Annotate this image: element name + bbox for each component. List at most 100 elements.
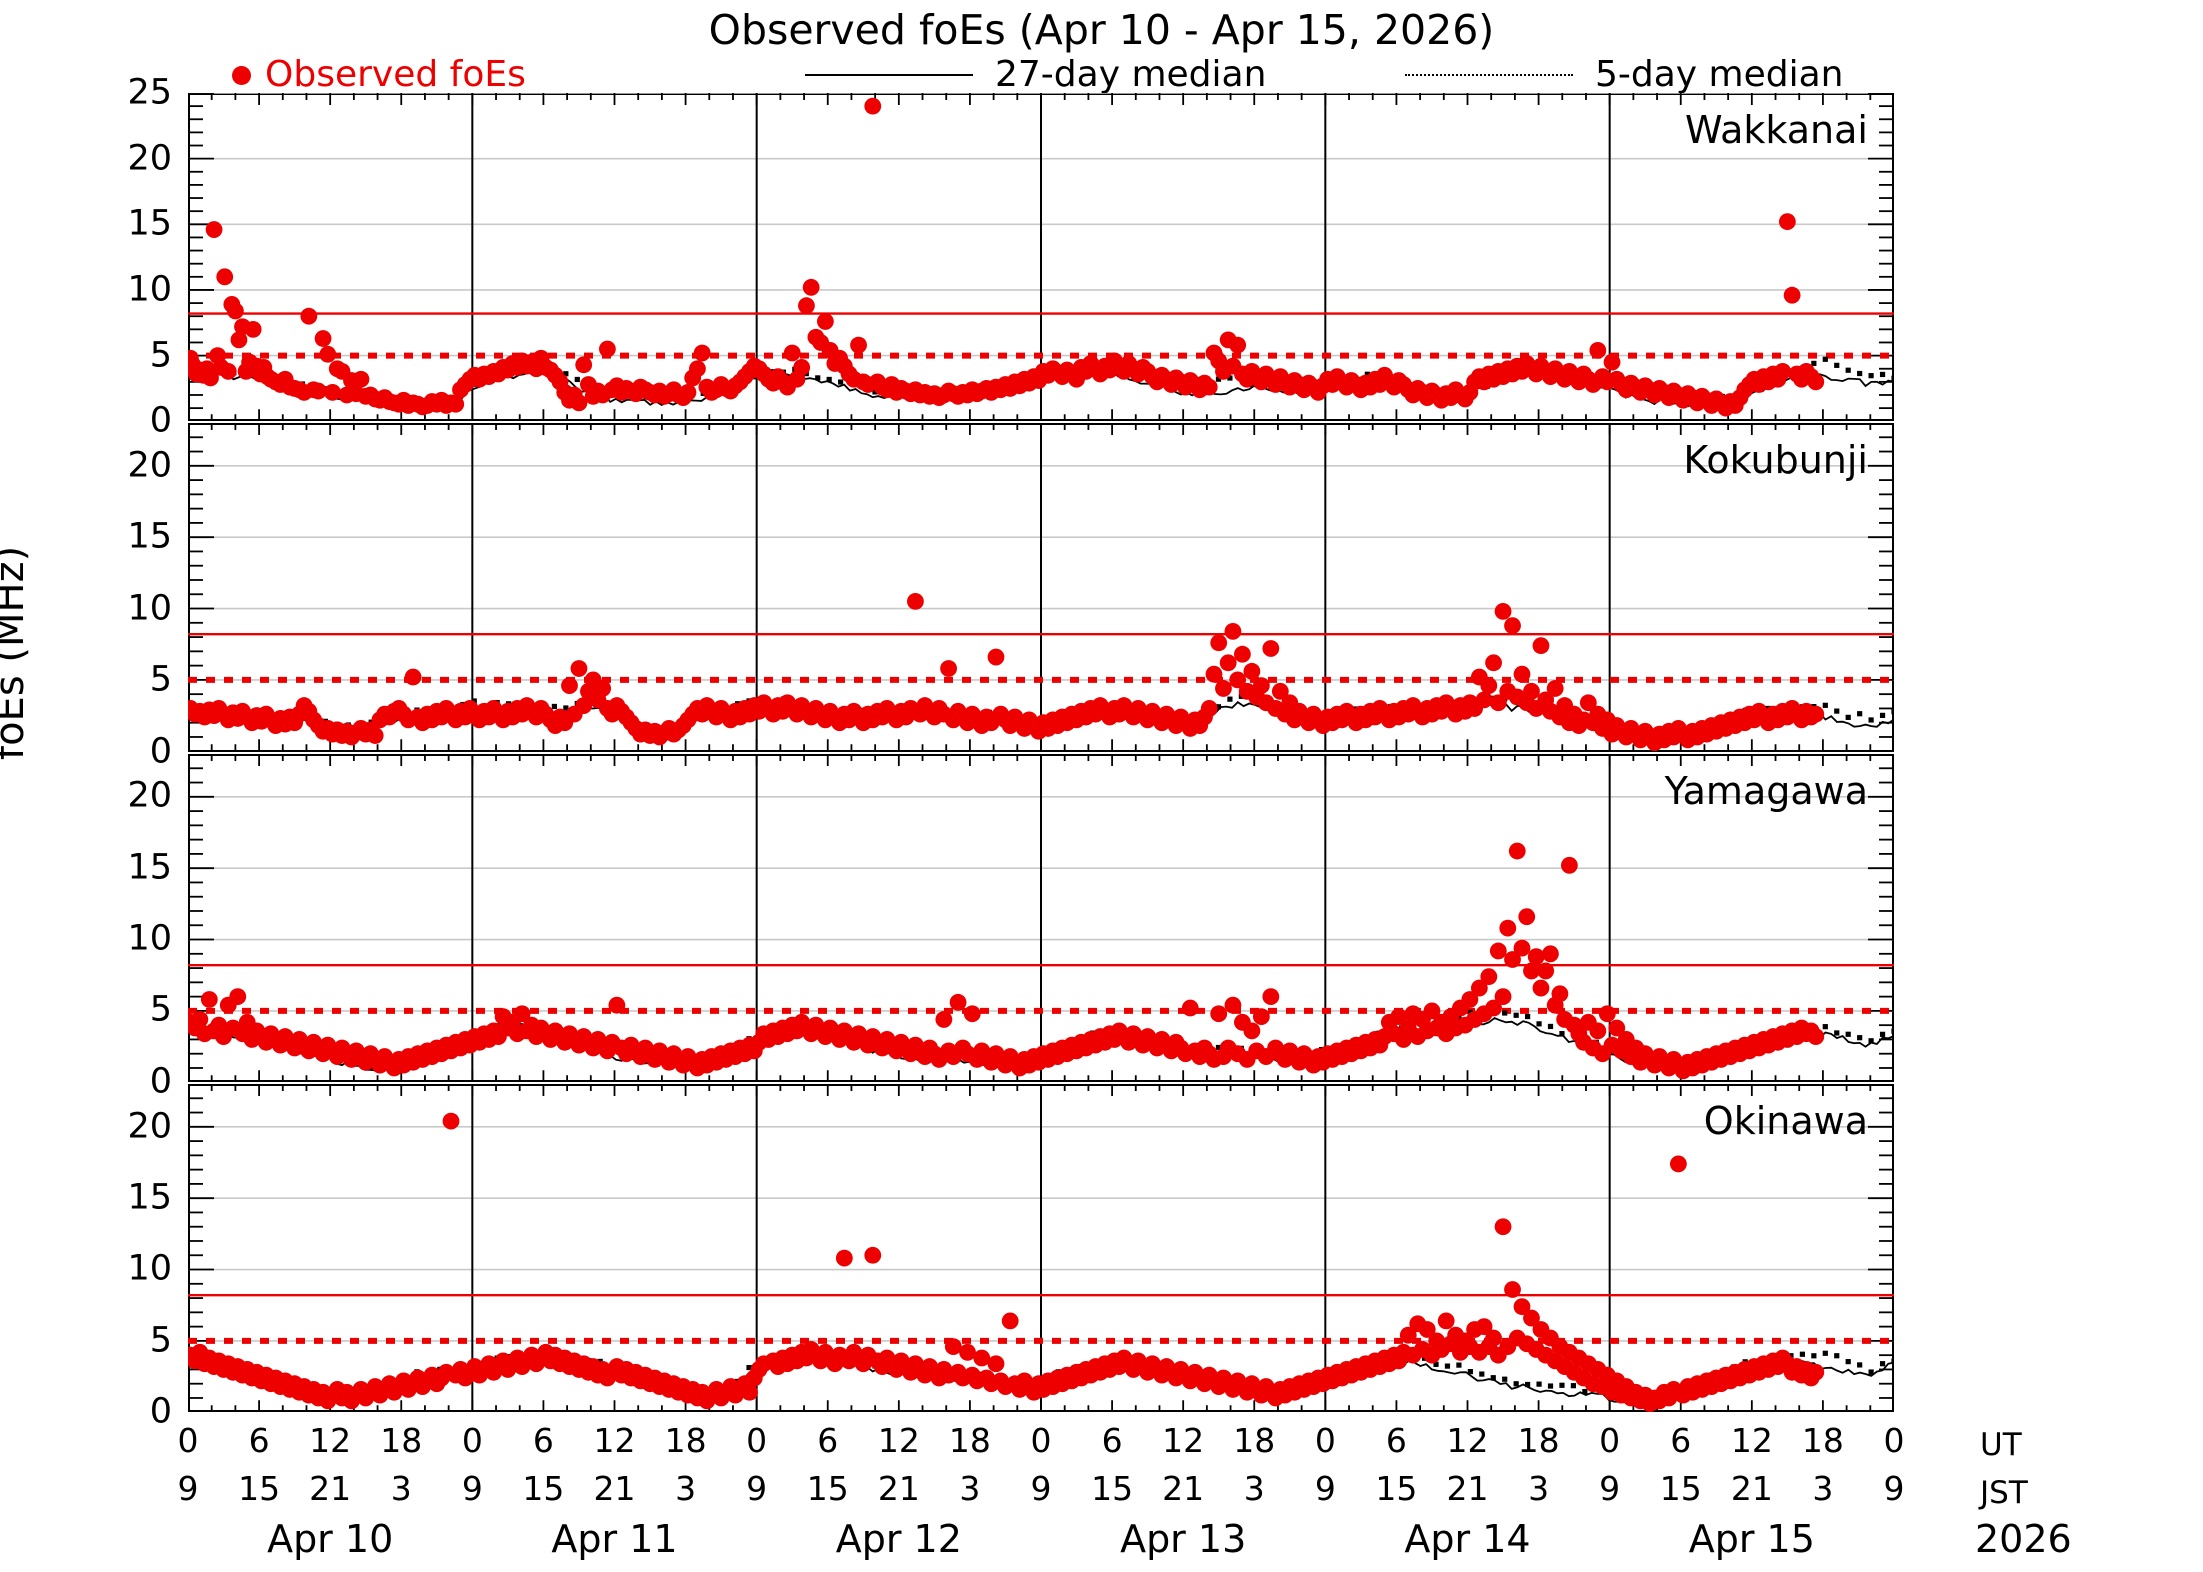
jst-tick-label: 21 bbox=[1446, 1469, 1489, 1508]
ut-tick-label: 12 bbox=[309, 1421, 352, 1460]
jst-tick-label: 21 bbox=[309, 1469, 352, 1508]
jst-tick-label: 3 bbox=[1528, 1469, 1550, 1508]
median5-dot bbox=[1227, 375, 1233, 381]
jst-tick-label: 3 bbox=[959, 1469, 981, 1508]
observed-point bbox=[244, 320, 262, 338]
observed-point bbox=[798, 297, 815, 315]
observed-point bbox=[561, 677, 578, 695]
observed-point bbox=[404, 668, 422, 686]
y-tick-label: 0 bbox=[149, 400, 172, 441]
median5-dot bbox=[838, 379, 844, 385]
observed-point bbox=[850, 336, 867, 354]
jst-tick-label: 9 bbox=[1599, 1469, 1621, 1508]
observed-point bbox=[200, 990, 218, 1008]
y-tick-label: 0 bbox=[149, 1061, 172, 1102]
observed-point bbox=[1399, 1326, 1417, 1344]
legend-item-median5: 5-day median bbox=[1405, 52, 1844, 98]
median5-dot bbox=[1891, 709, 1894, 715]
y-tick-labels-yamagawa: 0 5 10 15 20 bbox=[0, 754, 172, 1098]
median5-dot bbox=[1215, 704, 1222, 710]
observed-point bbox=[1504, 617, 1521, 635]
jst-tick-label: 3 bbox=[390, 1469, 412, 1508]
observed-point bbox=[949, 993, 967, 1011]
y-tick-label: 15 bbox=[127, 847, 172, 888]
ut-tick-label: 12 bbox=[1446, 1421, 1489, 1460]
y-tick-label: 5 bbox=[149, 1320, 172, 1361]
median5-dot bbox=[1857, 1362, 1863, 1368]
median5-dot bbox=[1868, 373, 1874, 379]
observed-point bbox=[1513, 666, 1531, 683]
plot-area-okinawa bbox=[188, 1084, 1894, 1412]
date-label: Apr 12 bbox=[835, 1517, 962, 1561]
median5-dot bbox=[1845, 1031, 1851, 1037]
observed-point bbox=[1527, 947, 1545, 965]
observed-point bbox=[816, 313, 834, 330]
observed-point bbox=[959, 1343, 976, 1361]
date-label: Apr 10 bbox=[267, 1517, 394, 1561]
ut-tick-label: 6 bbox=[1385, 1421, 1407, 1460]
panel-wakkanai: Wakkanai bbox=[188, 93, 1894, 422]
jst-tick-label: 9 bbox=[177, 1469, 199, 1508]
observed-point bbox=[1489, 942, 1507, 959]
median5-dot bbox=[1879, 1031, 1886, 1037]
jst-tag: JST bbox=[1980, 1475, 2028, 1511]
median5-dot bbox=[1891, 1358, 1894, 1364]
median5-dot bbox=[1547, 1383, 1554, 1389]
observed-point bbox=[1504, 1280, 1521, 1298]
observed-point bbox=[1200, 700, 1218, 718]
observed-point bbox=[1001, 1312, 1019, 1330]
observed-point bbox=[741, 1383, 758, 1401]
median5-dot bbox=[1582, 1388, 1588, 1394]
median5-dot bbox=[1364, 371, 1370, 377]
observed-point bbox=[309, 382, 327, 400]
observed-point bbox=[1542, 944, 1559, 962]
observed-point bbox=[1480, 677, 1498, 695]
observed-point bbox=[1523, 1309, 1540, 1327]
chart-legend: Observed foEs 27-day median 5-day median bbox=[0, 52, 2203, 98]
observed-point bbox=[447, 395, 465, 413]
observed-point bbox=[1390, 1007, 1408, 1025]
observed-point bbox=[1215, 680, 1232, 698]
plot-area-kokubunji bbox=[188, 423, 1894, 751]
median5-dot bbox=[1547, 1023, 1554, 1029]
observed-point bbox=[793, 359, 811, 376]
median5-dot bbox=[1879, 371, 1886, 378]
median5-dot bbox=[1811, 360, 1817, 366]
observed-point bbox=[1234, 646, 1251, 663]
observed-point bbox=[608, 996, 626, 1014]
observed-point bbox=[935, 1010, 953, 1028]
observed-point bbox=[1778, 213, 1796, 231]
station-label-wakkanai: Wakkanai bbox=[1685, 108, 1868, 153]
observed-point bbox=[1243, 1021, 1261, 1039]
ut-tick-label: 12 bbox=[593, 1421, 636, 1460]
ut-tick-label: 18 bbox=[1233, 1421, 1276, 1460]
observed-point bbox=[802, 278, 820, 296]
ut-tick-label: 0 bbox=[461, 1421, 483, 1460]
median5-dot bbox=[1536, 1020, 1542, 1026]
date-label: Apr 11 bbox=[551, 1517, 678, 1561]
median5-dot bbox=[1868, 717, 1874, 723]
observed-point bbox=[1485, 1329, 1502, 1347]
observed-point bbox=[835, 1249, 853, 1267]
ut-tick-label: 18 bbox=[664, 1421, 707, 1460]
median5-dot bbox=[471, 698, 477, 704]
y-tick-label: 10 bbox=[127, 1248, 172, 1289]
observed-point bbox=[1494, 987, 1512, 1005]
observed-point bbox=[300, 307, 318, 325]
ut-tick-label: 18 bbox=[1517, 1421, 1560, 1460]
y-tick-label: 15 bbox=[127, 203, 172, 244]
ut-tick-label: 0 bbox=[177, 1421, 199, 1460]
y-tick-label: 10 bbox=[127, 269, 172, 310]
median5-dot bbox=[1868, 1369, 1874, 1375]
observed-point bbox=[1807, 373, 1825, 391]
observed-point bbox=[1437, 1312, 1455, 1330]
observed-point bbox=[944, 1337, 962, 1355]
observed-point bbox=[1262, 640, 1280, 658]
observed-point bbox=[1532, 979, 1550, 996]
median5-dot bbox=[1444, 1363, 1451, 1369]
y-tick-label: 5 bbox=[149, 659, 172, 700]
y-tick-label: 20 bbox=[127, 445, 172, 486]
jst-tick-label: 15 bbox=[1375, 1469, 1418, 1508]
observed-point bbox=[987, 1355, 1005, 1372]
observed-point bbox=[229, 987, 247, 1005]
